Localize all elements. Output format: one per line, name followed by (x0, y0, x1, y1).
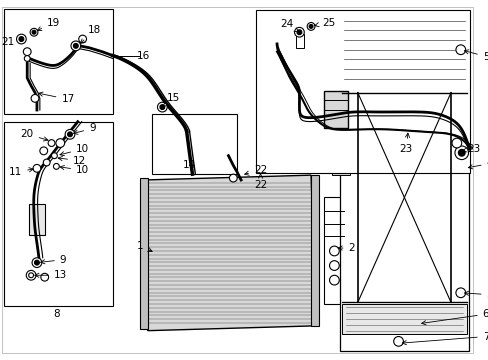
Circle shape (455, 45, 465, 55)
Circle shape (306, 23, 314, 30)
Circle shape (308, 24, 312, 28)
Circle shape (229, 174, 237, 182)
Text: 17: 17 (39, 92, 75, 104)
Text: 20: 20 (20, 129, 48, 141)
Circle shape (160, 105, 164, 109)
Circle shape (23, 48, 31, 55)
Circle shape (457, 149, 464, 156)
Circle shape (294, 27, 304, 37)
Circle shape (296, 30, 301, 35)
Bar (151, 114, 237, 174)
Text: 11: 11 (9, 167, 33, 177)
Bar (342, 305, 466, 334)
Circle shape (24, 55, 30, 62)
Circle shape (53, 163, 59, 169)
Text: 22: 22 (244, 165, 266, 175)
Circle shape (455, 288, 465, 298)
Circle shape (67, 132, 72, 137)
Circle shape (79, 35, 86, 43)
Text: 5: 5 (464, 50, 488, 62)
Circle shape (157, 102, 167, 112)
Bar (140, 178, 147, 329)
Text: 19: 19 (37, 18, 60, 31)
Bar (4, 122, 113, 306)
Circle shape (40, 147, 47, 155)
Circle shape (73, 44, 78, 48)
Text: 3: 3 (464, 290, 488, 300)
Circle shape (65, 130, 75, 139)
Bar (340, 13, 468, 351)
Text: 24: 24 (280, 19, 298, 32)
Circle shape (29, 273, 34, 278)
Circle shape (19, 37, 24, 41)
Polygon shape (143, 175, 315, 331)
Text: 9: 9 (73, 123, 96, 134)
Circle shape (48, 140, 55, 147)
Bar (323, 91, 347, 127)
Text: 23: 23 (462, 144, 479, 154)
Text: 14: 14 (183, 161, 196, 170)
Circle shape (329, 246, 339, 256)
Circle shape (71, 41, 81, 51)
Circle shape (32, 258, 41, 267)
Bar (332, 100, 349, 122)
Text: 13: 13 (35, 270, 67, 280)
Bar (342, 15, 466, 91)
Circle shape (451, 138, 461, 148)
Circle shape (26, 270, 36, 280)
Text: 16: 16 (137, 50, 150, 60)
Text: 25: 25 (314, 18, 334, 27)
Text: 21: 21 (1, 37, 14, 47)
Text: 18: 18 (81, 25, 101, 43)
Bar (29, 204, 44, 235)
Circle shape (43, 159, 50, 166)
Text: 10: 10 (60, 165, 89, 175)
Circle shape (51, 153, 57, 159)
Text: 2: 2 (337, 243, 354, 253)
Text: 8: 8 (53, 309, 60, 319)
Bar (332, 154, 349, 175)
Text: 15: 15 (163, 93, 179, 107)
Text: 12: 12 (58, 156, 86, 166)
Circle shape (56, 139, 64, 148)
Bar (4, 9, 113, 114)
Text: 10: 10 (60, 144, 89, 156)
Circle shape (32, 30, 36, 34)
Bar (323, 198, 345, 305)
Circle shape (35, 260, 40, 265)
Bar (296, 34, 304, 48)
Text: 7: 7 (402, 332, 488, 345)
Circle shape (393, 337, 403, 346)
Text: 1: 1 (136, 241, 152, 252)
Text: 9: 9 (41, 255, 66, 265)
Text: 23: 23 (399, 133, 412, 154)
Circle shape (41, 273, 48, 281)
Circle shape (454, 146, 468, 159)
Circle shape (33, 165, 41, 172)
Text: 22: 22 (253, 174, 266, 190)
Circle shape (30, 28, 38, 36)
Circle shape (31, 94, 39, 102)
Text: 4: 4 (468, 158, 488, 169)
Circle shape (17, 34, 26, 44)
Text: 6: 6 (421, 309, 488, 325)
Circle shape (329, 275, 339, 285)
Circle shape (329, 261, 339, 270)
Bar (310, 175, 318, 326)
Bar (255, 10, 468, 173)
